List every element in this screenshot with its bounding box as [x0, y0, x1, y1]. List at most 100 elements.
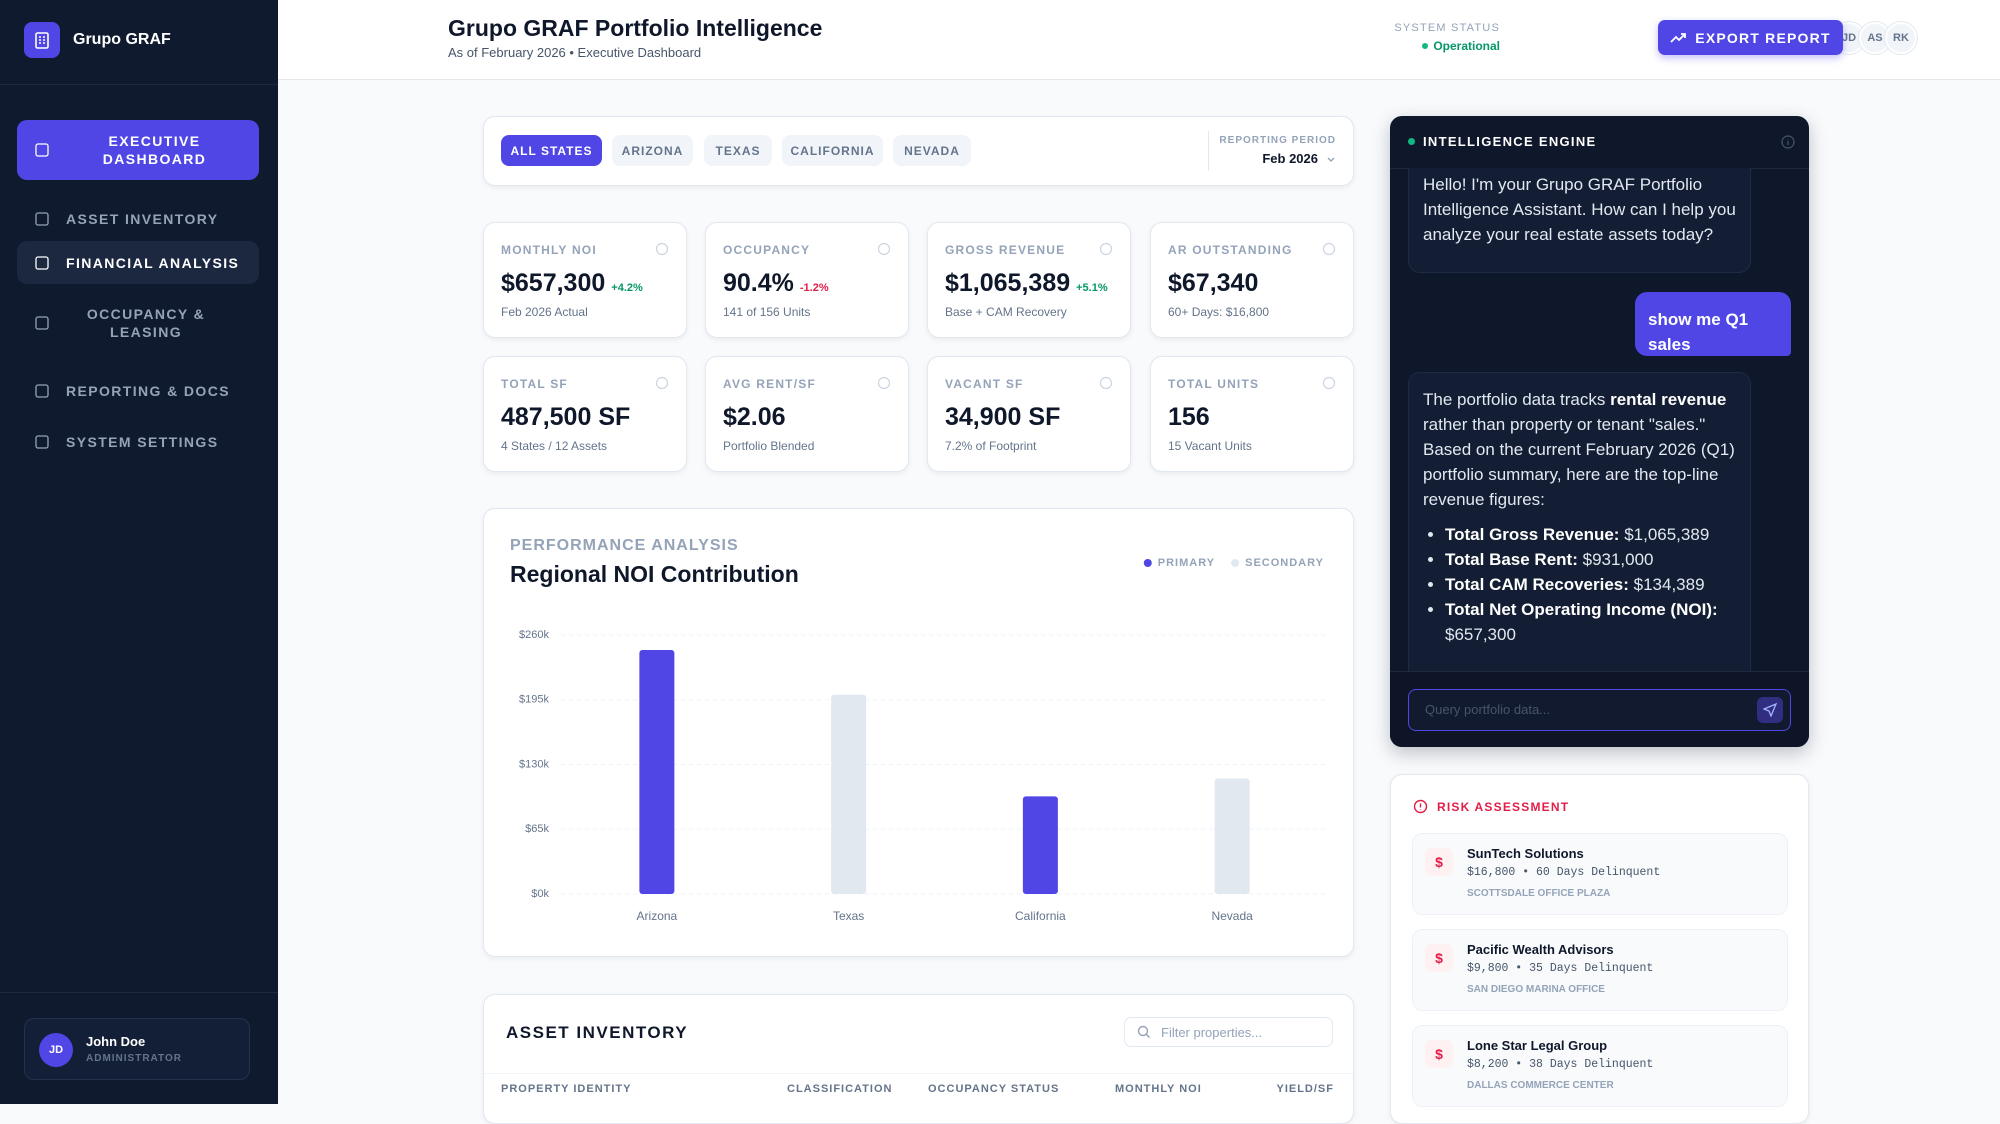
- state-filter[interactable]: TEXAS: [704, 135, 772, 166]
- inventory-search[interactable]: Filter properties...: [1124, 1017, 1333, 1047]
- user-card[interactable]: JD John Doe ADMINISTRATOR: [24, 1018, 250, 1080]
- status-text: Operational: [1433, 39, 1500, 53]
- kpi-label: AVG RENT/SF: [723, 377, 816, 391]
- period-value: Feb 2026: [1262, 151, 1318, 166]
- bot-message: Hello! I'm your Grupo GRAF Portfolio Int…: [1408, 168, 1751, 273]
- nav-item[interactable]: REPORTING & DOCS: [17, 363, 259, 419]
- export-button[interactable]: EXPORT REPORT: [1658, 20, 1843, 55]
- search-icon: [1137, 1025, 1150, 1038]
- legend-swatch: [1143, 559, 1152, 567]
- nav-item[interactable]: OCCUPANCY & LEASING: [17, 295, 259, 351]
- chat-panel: INTELLIGENCE ENGINE Hello! I'm your Grup…: [1390, 116, 1809, 747]
- x-tick-label: Nevada: [1211, 909, 1253, 923]
- bar: [831, 694, 867, 894]
- column-header[interactable]: YIELD/SF: [1276, 1083, 1334, 1095]
- bullet-value: $931,000: [1582, 550, 1654, 569]
- kpi-card: AVG RENT/SF $2.06 Portfolio Blended: [705, 356, 909, 472]
- nav-icon: [35, 435, 49, 449]
- risk-item[interactable]: $ Lone Star Legal Group $8,200 • 38 Days D…: [1412, 1025, 1788, 1107]
- bar: [1214, 778, 1250, 894]
- risk-icon: [1413, 799, 1428, 814]
- state-filter[interactable]: ARIZONA: [612, 135, 693, 166]
- chat-input[interactable]: Query portfolio data...: [1408, 689, 1791, 731]
- reply-bold: rental revenue: [1610, 390, 1727, 409]
- bullet-value: $134,389: [1633, 575, 1705, 594]
- period-select[interactable]: Feb 2026: [1262, 151, 1336, 166]
- send-button[interactable]: [1757, 697, 1783, 723]
- input-placeholder: Query portfolio data...: [1425, 702, 1551, 717]
- nav-item[interactable]: EXECUTIVE DASHBOARD: [17, 120, 259, 180]
- info-icon[interactable]: [1780, 134, 1796, 150]
- reply-bullet: Total Gross Revenue: $1,065,389: [1445, 522, 1736, 547]
- kpi-number: 34,900 SF: [945, 403, 1061, 431]
- nav-item[interactable]: FINANCIAL ANALYSIS: [17, 241, 259, 284]
- column-header[interactable]: MONTHLY NOI: [1115, 1083, 1202, 1095]
- divider: [0, 84, 278, 85]
- header: Grupo GRAF Portfolio Intelligence As of …: [278, 0, 2000, 80]
- nav-item[interactable]: SYSTEM SETTINGS: [17, 414, 259, 470]
- legend-label: SECONDARY: [1245, 557, 1324, 569]
- column-header[interactable]: PROPERTY IDENTITY: [501, 1083, 632, 1095]
- export-text: EXPORT REPORT: [1695, 29, 1831, 46]
- state-filter[interactable]: CALIFORNIA: [782, 135, 883, 166]
- risk-item[interactable]: $ Pacific Wealth Advisors $9,800 • 35 Days…: [1412, 929, 1788, 1011]
- send-icon: [1763, 703, 1777, 717]
- kpi-number: $1,065,389: [945, 269, 1071, 297]
- kpi-card: TOTAL UNITS 156 15 Vacant Units: [1150, 356, 1354, 472]
- kpi-change: +4.2%: [611, 282, 643, 294]
- chat-footer: Query portfolio data...: [1390, 671, 1809, 747]
- avatar[interactable]: RK: [1885, 22, 1917, 54]
- kpi-card: GROSS REVENUE $1,065,389 +5.1% Base + CAM R…: [927, 222, 1131, 338]
- kpi-icon: [655, 242, 669, 256]
- nav-icon: [35, 255, 49, 270]
- kpi-value: $657,300 +4.2%: [501, 269, 643, 298]
- reply-text: rather than property or tenant "sales." …: [1423, 415, 1735, 509]
- page-subtitle: As of February 2026 • Executive Dashboar…: [448, 45, 702, 60]
- reply-bullet: Total Base Rent: $931,000: [1445, 547, 1736, 572]
- reply-bullet: Total Net Operating Income (NOI): $657,3…: [1445, 597, 1736, 647]
- state-filter[interactable]: NEVADA: [893, 135, 971, 166]
- brand-logo[interactable]: [24, 22, 60, 58]
- nav-icon: [35, 384, 49, 398]
- risk-badge: $: [1425, 944, 1453, 972]
- state-filter[interactable]: ALL STATES: [501, 135, 602, 166]
- divider: [1208, 131, 1209, 171]
- kpi-card: OCCUPANCY 90.4% -1.2% 141 of 156 Units: [705, 222, 909, 338]
- risk-item[interactable]: $ SunTech Solutions $16,800 • 60 Days Deli…: [1412, 833, 1788, 915]
- column-header[interactable]: OCCUPANCY STATUS: [928, 1083, 1060, 1095]
- nav-label: OCCUPANCY & LEASING: [86, 306, 206, 340]
- nav-item[interactable]: ASSET INVENTORY: [17, 191, 259, 247]
- legend-swatch: [1231, 559, 1240, 567]
- status-label: SYSTEM STATUS: [1394, 22, 1500, 34]
- kpi-change: +5.1%: [1076, 282, 1108, 294]
- x-tick-label: Arizona: [637, 909, 678, 923]
- search-placeholder: Filter properties...: [1161, 1024, 1263, 1040]
- chart: PERFORMANCE ANALYSIS Regional NOI Contrib…: [510, 537, 1328, 923]
- user-name: John Doe: [86, 1034, 146, 1049]
- kpi-number: $67,340: [1168, 269, 1259, 297]
- kpi-label: GROSS REVENUE: [945, 243, 1066, 257]
- kpi-value: $1,065,389 +5.1%: [945, 269, 1108, 298]
- kpi-note: 4 States / 12 Assets: [501, 439, 608, 453]
- avatar[interactable]: AS: [1859, 22, 1891, 54]
- nav-icon: [35, 316, 49, 330]
- kpi-number: 90.4%: [723, 269, 794, 297]
- chevron: [1327, 157, 1335, 162]
- y-tick-label: $0k: [531, 888, 549, 900]
- reply-list: Total Gross Revenue: $1,065,389Total Bas…: [1423, 522, 1736, 647]
- nav-label: EXECUTIVE DASHBOARD: [102, 133, 207, 167]
- kpi-change: -1.2%: [799, 282, 829, 294]
- kpi-card: MONTHLY NOI $657,300 +4.2% Feb 2026 Actual: [483, 222, 687, 338]
- chat-title: INTELLIGENCE ENGINE: [1423, 134, 1597, 149]
- column-header[interactable]: CLASSIFICATION: [787, 1083, 893, 1095]
- tenant-detail: $8,200 • 38 Days Delinquent: [1467, 1058, 1654, 1071]
- kpi-note: 7.2% of Footprint: [945, 439, 1037, 453]
- bullet-value: $657,300: [1445, 625, 1516, 644]
- kpi-icon: [877, 376, 891, 390]
- kpi-value: 487,500 SF: [501, 403, 630, 432]
- kpi-icon: [1322, 242, 1336, 256]
- kpi-value: 34,900 SF: [945, 403, 1060, 432]
- bullet-label: Total Base Rent:: [1445, 550, 1578, 569]
- nav-label: FINANCIAL ANALYSIS: [66, 254, 240, 271]
